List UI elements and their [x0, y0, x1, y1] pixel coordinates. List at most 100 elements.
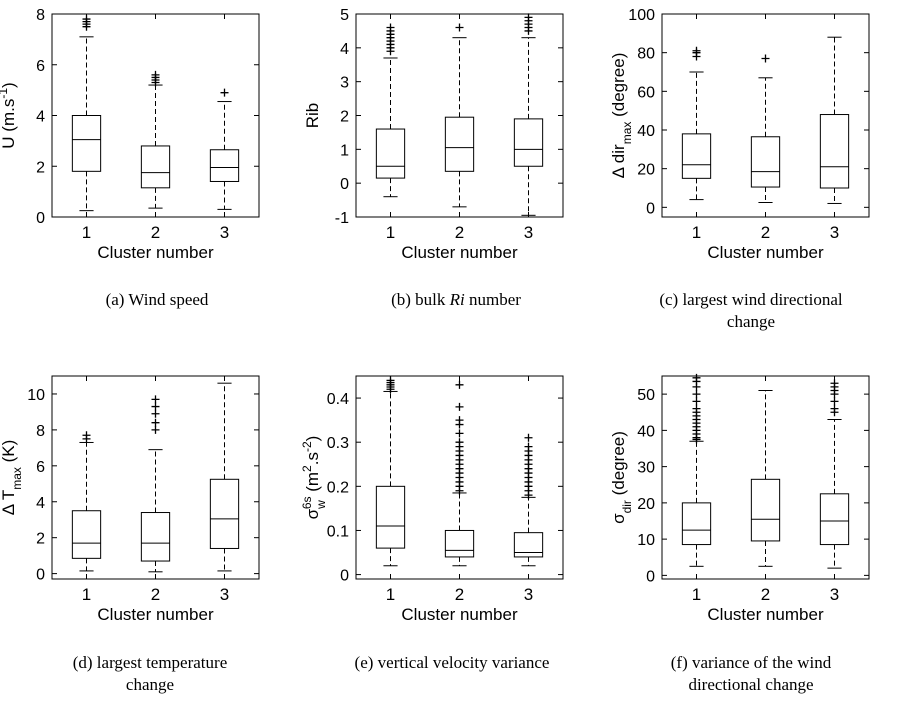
box-iqr: [444, 116, 475, 172]
caption-c: (c) largest wind directional change: [659, 290, 843, 331]
outlier-marker: [220, 88, 229, 97]
y-axis-label: U (m.s-1): [0, 82, 18, 148]
y-axis-label: Δ Tmax (K): [0, 440, 24, 516]
y-tick-label: 80: [637, 46, 655, 63]
x-tick-label: 2: [455, 585, 464, 604]
y-tick-label: 40: [637, 123, 655, 140]
outlier-marker: [692, 404, 701, 413]
chart-panel-f: 0 10 20 30 40 50 1 2 3 Cluster number σdir (degree…: [609, 373, 870, 624]
box-cluster-2: [750, 390, 781, 567]
y-tick-label: 60: [637, 84, 655, 101]
y-axis-label-part: (degree): [609, 53, 628, 122]
y-axis-label-part: 6s: [300, 496, 314, 509]
outlier-marker: [386, 23, 395, 32]
x-tick-label: 2: [761, 585, 770, 604]
outlier-marker: [692, 46, 701, 55]
y-axis-label-part: Rib: [303, 103, 322, 129]
chart-panel-c: 0 20 40 60 80 100 1 2 3 Cluster number Δ dirmax (d…: [609, 7, 870, 262]
x-tick-label: 1: [82, 223, 91, 242]
y-axis-label-part: ): [303, 436, 322, 442]
box-cluster-1: [71, 431, 102, 572]
y-axis-label-part: Δ T: [0, 490, 18, 516]
x-tick-label: 3: [830, 585, 839, 604]
box-iqr: [209, 478, 240, 549]
caption-e: (e) vertical velocity variance: [354, 653, 550, 672]
x-tick-label: 1: [82, 585, 91, 604]
outlier-marker: [761, 54, 770, 63]
outlier-marker: [151, 418, 160, 427]
y-tick-label: 0: [646, 568, 655, 585]
x-axis-label: Cluster number: [707, 243, 824, 262]
box-cluster-3: [819, 36, 850, 204]
box-cluster-3: [513, 433, 544, 567]
outlier-marker: [151, 402, 160, 411]
box-iqr: [209, 149, 240, 182]
y-tick-label: 0: [646, 200, 655, 217]
y-tick-label: -1: [335, 210, 349, 227]
box-iqr: [71, 115, 102, 172]
outlier-marker: [455, 416, 464, 425]
y-tick-label: 2: [36, 531, 45, 548]
box-cluster-1: [375, 23, 406, 198]
outlier-marker: [455, 380, 464, 389]
x-axis-label: Cluster number: [97, 605, 214, 624]
outlier-marker: [151, 395, 160, 404]
y-axis-label-part: σ: [303, 508, 322, 519]
y-axis-label: σdir (degree): [609, 431, 634, 524]
outlier-marker: [455, 23, 464, 32]
x-tick-label: 3: [220, 223, 229, 242]
x-tick-label: 1: [386, 223, 395, 242]
y-tick-label: 10: [27, 387, 45, 404]
y-axis-label-part: w: [314, 500, 328, 510]
y-tick-label: 0.1: [327, 523, 349, 540]
box-iqr: [750, 478, 781, 542]
outlier-marker: [151, 70, 160, 79]
y-axis-label-part: 2: [300, 465, 314, 472]
caption-a: (a) Wind speed: [105, 290, 209, 309]
y-tick-label: 8: [36, 7, 45, 24]
y-axis-label-part: σ: [609, 513, 628, 524]
box-iqr: [513, 532, 544, 558]
y-axis-label-part: (K): [0, 440, 18, 467]
caption-d: (d) largest temperature change: [72, 653, 228, 694]
x-tick-label: 1: [692, 223, 701, 242]
y-tick-label: 1: [340, 142, 349, 159]
box-cluster-2: [140, 70, 171, 209]
x-tick-label: 2: [761, 223, 770, 242]
x-tick-label: 3: [524, 223, 533, 242]
y-axis-label-part: dir: [620, 500, 634, 513]
box-cluster-3: [819, 379, 850, 569]
box-iqr: [140, 145, 171, 189]
y-tick-label: 4: [340, 41, 349, 58]
caption-f: (f) variance of the wind directional chan…: [670, 653, 832, 694]
y-axis-label: σw6s (m2.s-2): [300, 436, 328, 520]
y-axis-label-part: (m: [303, 472, 322, 497]
box-iqr: [513, 118, 544, 167]
x-tick-label: 2: [151, 223, 160, 242]
y-tick-label: 30: [637, 460, 655, 477]
y-axis-label-part: max: [10, 467, 24, 490]
box-iqr: [375, 128, 406, 179]
outlier-marker: [830, 379, 839, 388]
caption-b: (b) bulk Ri number: [391, 290, 521, 309]
box-cluster-2: [444, 23, 475, 208]
y-tick-label: 0: [36, 567, 45, 584]
outlier-marker: [692, 390, 701, 399]
y-axis-label-part: -2: [300, 441, 314, 452]
box-iqr: [375, 485, 406, 549]
y-tick-label: 40: [637, 423, 655, 440]
y-tick-label: 50: [637, 387, 655, 404]
x-tick-label: 1: [692, 585, 701, 604]
outlier-marker: [830, 404, 839, 413]
x-axis-label: Cluster number: [401, 243, 518, 262]
x-tick-label: 2: [455, 223, 464, 242]
y-axis-label-part: ): [0, 82, 18, 88]
y-axis-label-part: .s: [303, 452, 322, 465]
box-cluster-3: [209, 382, 240, 572]
outlier-marker: [830, 397, 839, 406]
x-tick-label: 3: [220, 585, 229, 604]
box-cluster-2: [140, 395, 171, 573]
